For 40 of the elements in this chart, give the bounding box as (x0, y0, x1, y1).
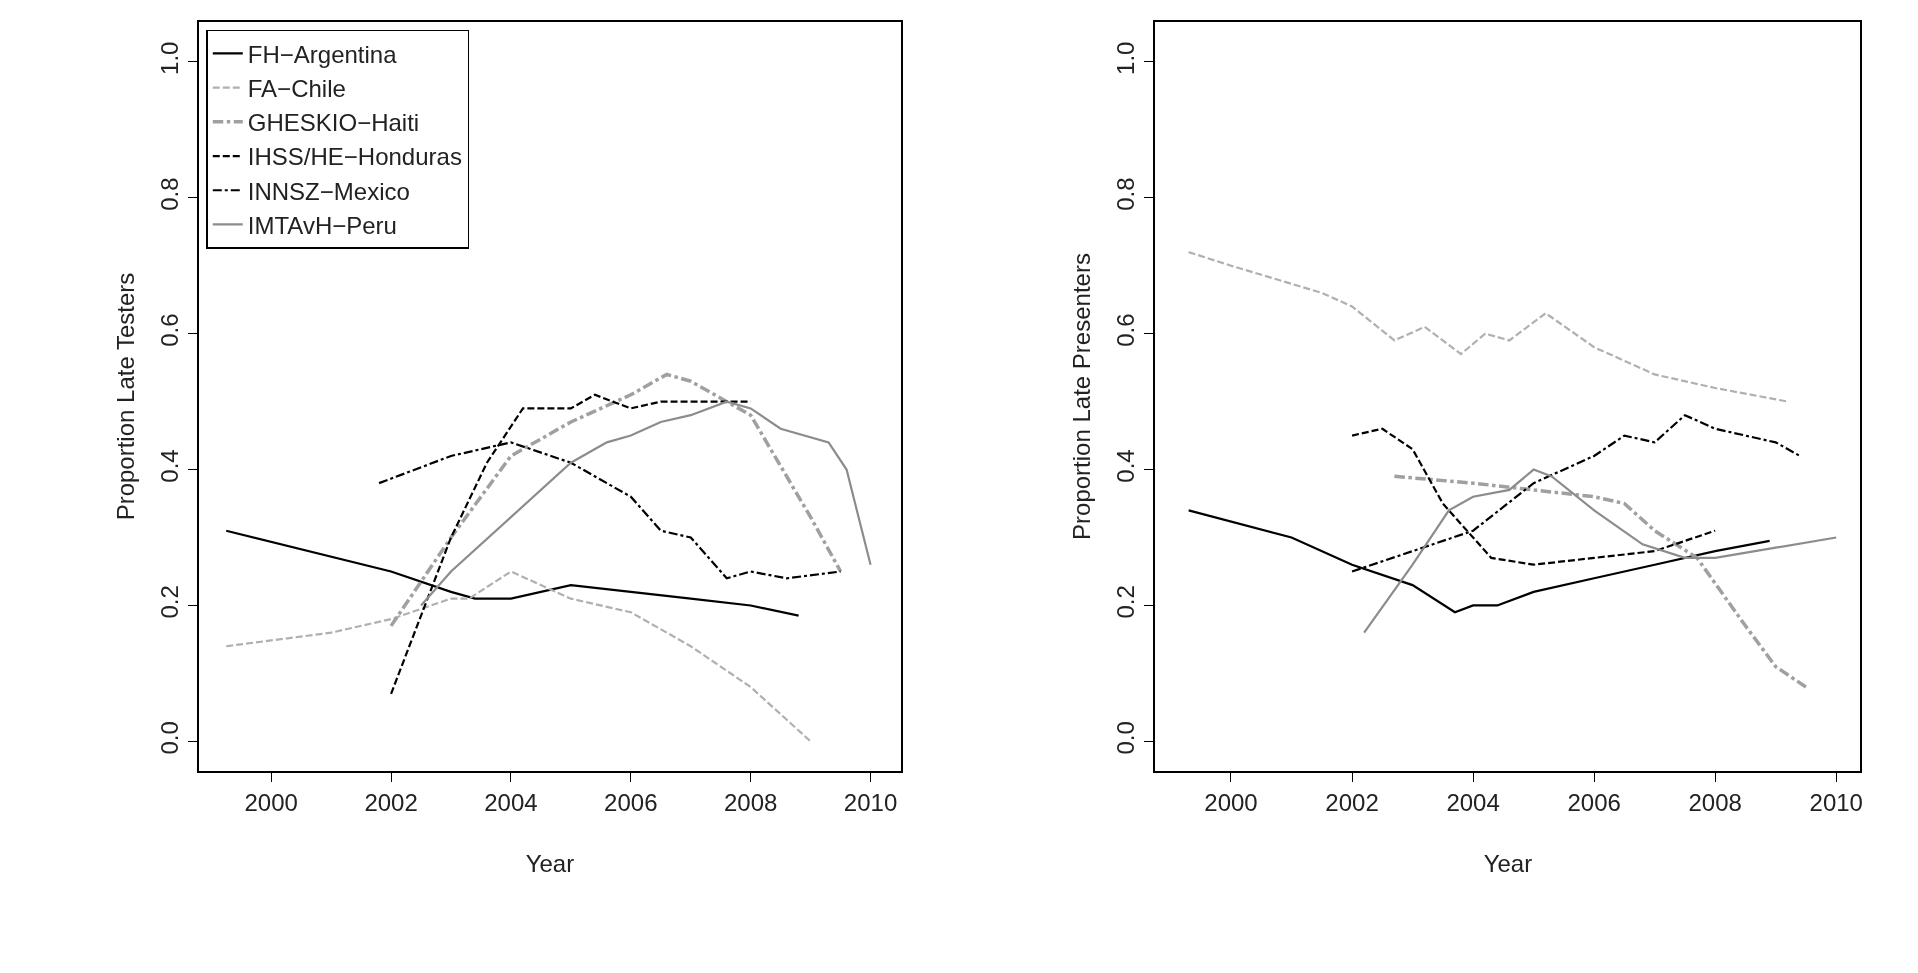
y-tick-label: 0.4 (155, 449, 183, 483)
legend-label: INNSZ−Mexico (247, 177, 410, 205)
x-tick-label: 2004 (1446, 789, 1500, 817)
x-tick-label: 2008 (1688, 789, 1742, 817)
y-axis-title: Proportion Late Testers (111, 272, 139, 521)
line-series (225, 570, 812, 743)
y-tick-label: 0.2 (1112, 585, 1139, 619)
x-axis-title: Year (525, 849, 575, 877)
x-tick-label: 2000 (244, 789, 298, 817)
legend-label: FA−Chile (247, 75, 346, 103)
y-tick-label: 0.6 (1112, 313, 1139, 347)
line-series (389, 372, 843, 628)
y-axis-title: Proportion Late Presenters (1067, 253, 1095, 540)
x-tick-label: 2006 (1567, 789, 1621, 817)
legend-label: FH−Argentina (247, 40, 398, 68)
x-tick-label: 2006 (604, 789, 658, 817)
y-tick-label: 0.2 (155, 585, 183, 619)
line-series (1187, 250, 1789, 403)
y-tick-label: 0.8 (1112, 177, 1139, 211)
legend-label: IMTAvH−Peru (247, 211, 397, 239)
x-axis-title: Year (1483, 849, 1533, 877)
line-series (1363, 468, 1838, 634)
x-tick-label: 2010 (1809, 789, 1863, 817)
y-tick-label: 1.0 (1112, 41, 1139, 75)
y-tick-label: 0.6 (155, 313, 183, 347)
line-series (1392, 474, 1808, 689)
legend-label: IHSS/HE−Honduras (247, 143, 462, 171)
y-tick-label: 0.0 (1112, 721, 1139, 755)
y-tick-label: 0.8 (155, 177, 183, 211)
x-tick-label: 2008 (723, 789, 778, 817)
y-tick-label: 0.0 (155, 721, 183, 755)
y-tick-label: 0.4 (1112, 449, 1139, 483)
x-tick-label: 2002 (364, 789, 418, 817)
x-tick-label: 2000 (1204, 789, 1258, 817)
y-tick-label: 1.0 (155, 41, 183, 75)
x-tick-label: 2004 (484, 789, 538, 817)
x-tick-label: 2010 (843, 789, 898, 817)
legend-label: GHESKIO−Haiti (247, 109, 420, 137)
line-series (419, 400, 872, 607)
x-tick-label: 2002 (1325, 789, 1379, 817)
